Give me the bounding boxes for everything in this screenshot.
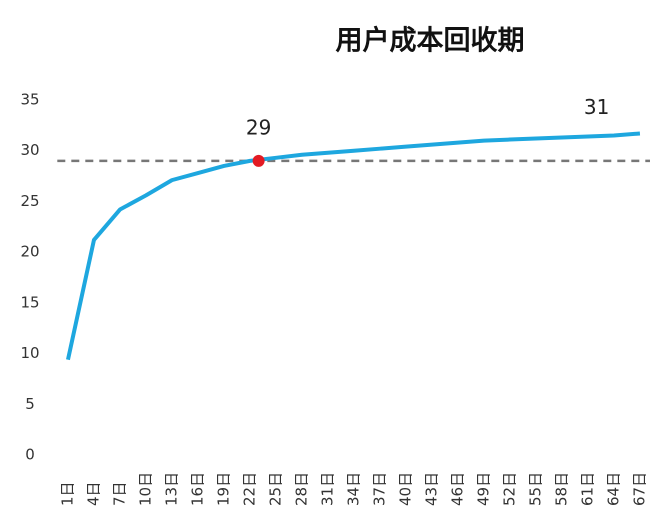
x-tick-label: 37日: [370, 472, 388, 506]
x-tick-label: 31日: [318, 472, 336, 506]
x-tick-label: 19日: [214, 472, 232, 506]
x-tick-label: 4日: [84, 481, 102, 506]
x-tick-label: 28日: [292, 472, 310, 506]
x-tick-label: 52日: [500, 472, 518, 506]
y-tick-label: 30: [20, 141, 39, 159]
y-tick-label: 20: [20, 243, 39, 261]
x-tick-label: 16日: [188, 472, 206, 506]
x-tick-label: 34日: [344, 472, 362, 506]
x-tick-label: 46日: [448, 472, 466, 506]
x-tick-label: 61日: [578, 472, 596, 506]
y-tick-label: 25: [20, 192, 39, 210]
x-tick-label: 40日: [396, 472, 414, 506]
y-tick-label: 5: [25, 395, 35, 413]
x-tick-label: 58日: [552, 472, 570, 506]
chart-title: 用户成本回收期: [336, 25, 525, 57]
x-tick-label: 13日: [162, 472, 180, 506]
y-tick-label: 35: [20, 91, 39, 109]
x-tick-label: 10日: [136, 472, 154, 506]
y-tick-label: 15: [20, 293, 39, 311]
x-tick-label: 25日: [266, 472, 284, 506]
x-tick-label: 22日: [240, 472, 258, 506]
x-tick-label: 67日: [630, 472, 648, 506]
annotation-label: 31: [584, 95, 609, 119]
y-tick-label: 0: [25, 446, 35, 464]
annotation-marker: [252, 154, 265, 167]
series-line: [66, 131, 641, 361]
x-tick-label: 43日: [422, 472, 440, 506]
y-tick-label: 10: [20, 344, 39, 362]
x-tick-label: 49日: [474, 472, 492, 506]
x-tick-label: 1日: [58, 481, 76, 506]
x-tick-label: 55日: [526, 472, 544, 506]
x-tick-label: 7日: [110, 481, 128, 506]
x-tick-label: 64日: [604, 472, 622, 506]
annotation-label: 29: [246, 115, 271, 139]
